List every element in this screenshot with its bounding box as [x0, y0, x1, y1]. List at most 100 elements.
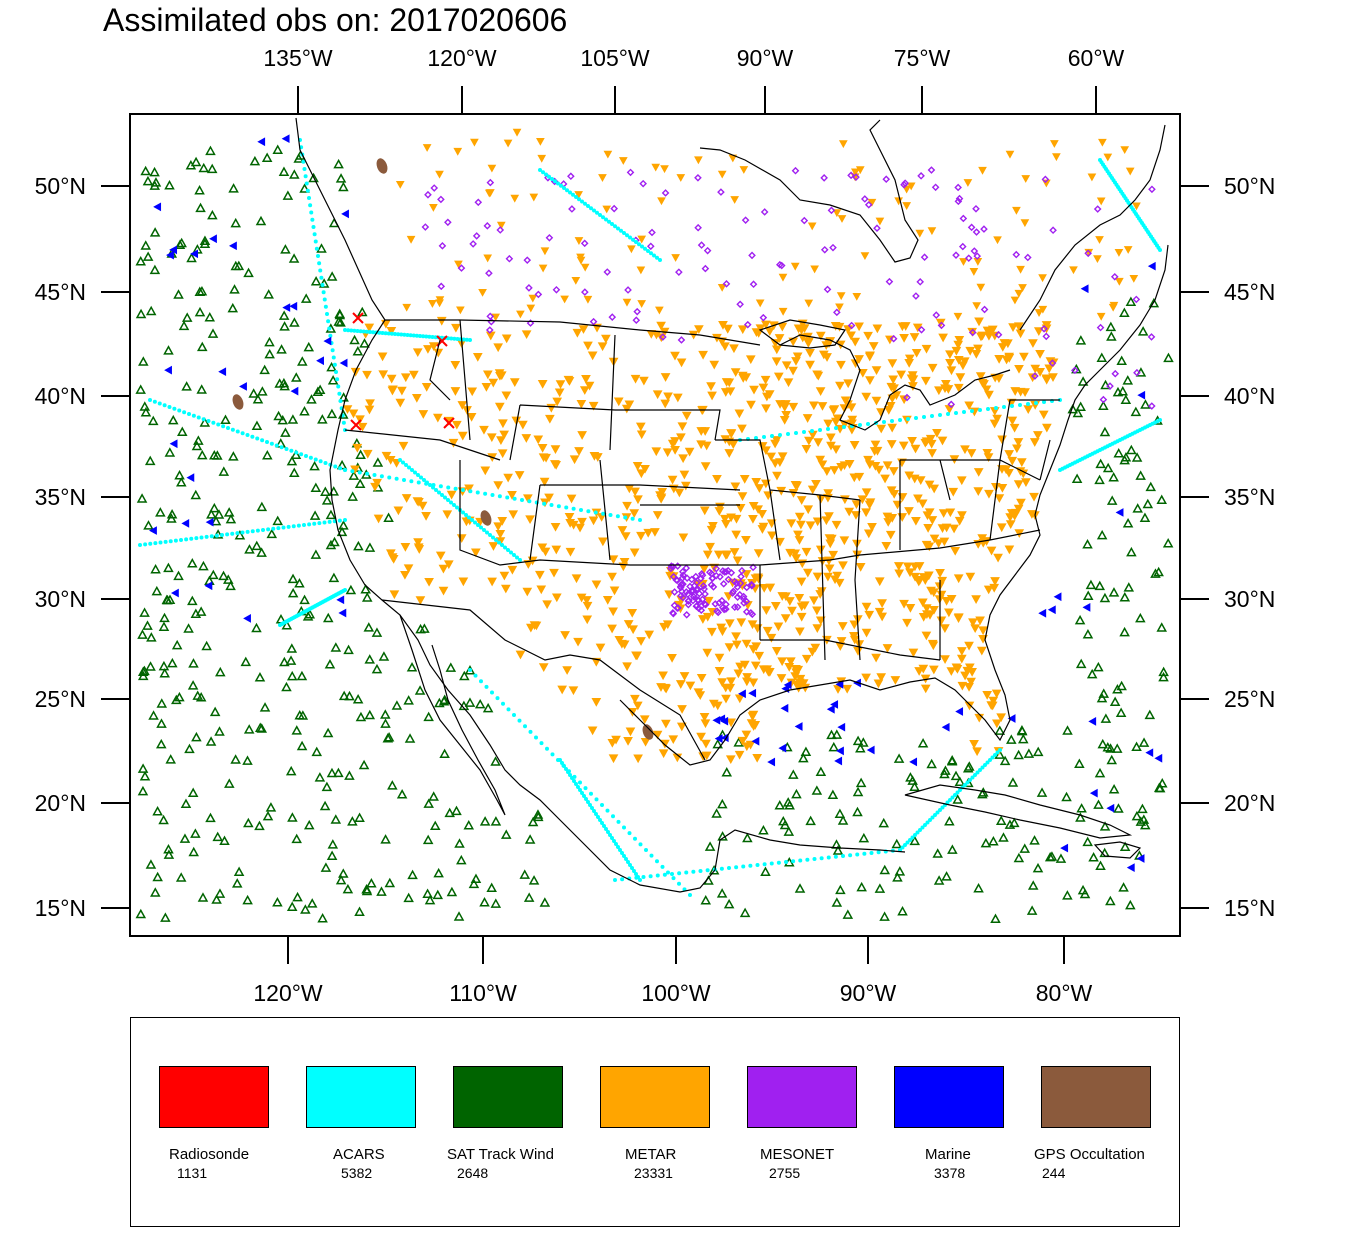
sat-track-wind-marker	[988, 835, 999, 846]
acars-marker	[313, 239, 318, 244]
mesonet-marker	[624, 286, 632, 294]
mesonet-marker	[496, 226, 505, 234]
acars-marker	[497, 540, 501, 545]
metar-marker	[748, 514, 758, 524]
sat-track-wind-marker	[191, 440, 203, 451]
sat-track-wind-marker	[1032, 746, 1044, 757]
metar-marker	[857, 368, 868, 378]
metar-marker	[650, 528, 660, 537]
metar-marker	[846, 331, 856, 341]
acars-marker	[468, 489, 473, 494]
metar-marker	[660, 373, 671, 382]
sat-track-wind-marker	[224, 778, 235, 788]
acars-marker	[312, 232, 317, 237]
sat-track-wind-marker	[136, 493, 148, 503]
metar-marker	[839, 461, 850, 471]
sat-track-wind-marker	[490, 816, 502, 826]
metar-marker	[1004, 352, 1014, 362]
acars-marker	[470, 518, 474, 522]
marine-marker	[1088, 717, 1097, 726]
sat-track-wind-marker	[858, 832, 870, 843]
metar-marker	[999, 339, 1010, 348]
sat-track-wind-marker	[179, 833, 191, 843]
metar-marker	[565, 547, 576, 557]
left-lat-label: 45°N	[35, 279, 86, 305]
sat-track-wind-marker	[187, 595, 198, 606]
metar-marker	[869, 447, 880, 456]
sat-track-wind-marker	[1077, 376, 1089, 386]
metar-marker	[456, 534, 467, 543]
sat-track-wind-marker	[422, 834, 434, 845]
acars-marker	[604, 827, 608, 831]
metar-marker	[937, 436, 948, 446]
acars-marker	[560, 761, 564, 765]
metar-marker	[956, 654, 967, 664]
sat-track-wind-marker	[279, 656, 290, 667]
acars-marker	[556, 181, 560, 186]
metar-marker	[890, 676, 901, 685]
acars-marker	[601, 511, 606, 516]
metar-marker	[771, 647, 782, 656]
sat-track-wind-marker	[1119, 626, 1130, 637]
metar-marker	[816, 494, 826, 504]
acars-marker	[938, 413, 942, 417]
mesonet-marker	[610, 204, 618, 213]
metar-marker	[927, 449, 937, 458]
acars-marker	[562, 186, 566, 190]
acars-marker	[379, 474, 384, 479]
sat-track-wind-marker	[1094, 474, 1105, 485]
metar-marker	[609, 586, 620, 596]
mesonet-marker	[421, 223, 430, 231]
metar-marker	[1041, 375, 1052, 385]
sat-track-wind-marker	[287, 414, 299, 424]
sat-track-wind-marker	[243, 267, 254, 278]
metar-marker	[552, 397, 563, 407]
sat-track-wind-marker	[1153, 566, 1164, 577]
acars-marker	[491, 535, 495, 540]
acars-marker	[389, 331, 394, 336]
metar-marker	[696, 427, 707, 436]
acars-marker	[655, 255, 659, 260]
sat-track-wind-marker	[320, 862, 332, 872]
acars-marker	[337, 518, 342, 523]
metar-marker	[924, 542, 935, 552]
sat-track-wind-marker	[205, 812, 216, 823]
acars-marker	[327, 519, 332, 524]
mesonet-marker	[970, 247, 979, 255]
metar-marker	[973, 344, 983, 354]
metar-marker	[840, 495, 850, 505]
acars-marker	[755, 863, 760, 867]
metar-marker	[781, 361, 792, 371]
metar-marker	[731, 514, 742, 524]
acars-marker	[349, 328, 354, 333]
metar-marker	[950, 546, 961, 556]
sat-track-wind-marker	[265, 802, 277, 812]
metar-marker	[1087, 173, 1097, 182]
metar-marker	[448, 438, 459, 448]
mesonet-marker	[820, 245, 829, 254]
sat-track-wind-marker	[1019, 843, 1031, 853]
sat-track-wind-marker	[156, 698, 168, 708]
mesonet-marker	[829, 243, 837, 252]
metar-marker	[695, 691, 706, 700]
metar-marker	[607, 572, 617, 582]
sat-track-wind-marker	[1098, 688, 1110, 698]
acars-marker	[449, 500, 453, 505]
sat-track-wind-marker	[451, 805, 462, 816]
metar-marker	[510, 194, 520, 203]
sat-track-wind-marker	[852, 806, 863, 817]
metar-marker	[1038, 274, 1047, 283]
sat-track-wind-marker	[1131, 452, 1143, 462]
metar-marker	[1018, 284, 1027, 292]
metar-marker	[699, 712, 710, 722]
sat-track-wind-marker	[196, 341, 208, 352]
sat-track-wind-marker	[335, 874, 347, 885]
sat-track-wind-marker	[1055, 853, 1067, 863]
metar-marker	[971, 350, 982, 359]
sat-track-wind-marker	[285, 655, 297, 665]
metar-marker	[902, 202, 912, 211]
sat-track-wind-marker	[826, 729, 837, 740]
sat-track-wind-marker	[212, 450, 223, 460]
sat-track-wind-marker	[1122, 375, 1134, 385]
acars-marker	[240, 431, 245, 436]
